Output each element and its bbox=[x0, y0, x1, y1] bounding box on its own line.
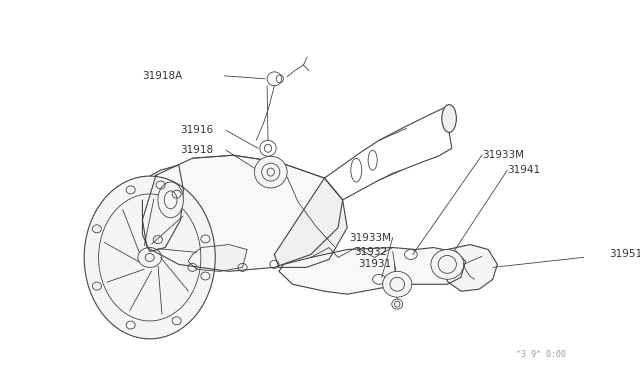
Polygon shape bbox=[447, 244, 497, 291]
Text: 31918: 31918 bbox=[180, 145, 213, 155]
Ellipse shape bbox=[442, 105, 456, 132]
Polygon shape bbox=[143, 155, 342, 271]
Ellipse shape bbox=[254, 156, 287, 188]
Text: 31932: 31932 bbox=[355, 247, 388, 257]
Text: 31933M: 31933M bbox=[349, 232, 391, 243]
Polygon shape bbox=[275, 178, 347, 267]
Text: 31941: 31941 bbox=[508, 165, 540, 175]
Text: ^3 9^ 0:00: ^3 9^ 0:00 bbox=[516, 350, 566, 359]
Text: 31931: 31931 bbox=[358, 259, 391, 269]
Text: 31933M: 31933M bbox=[482, 150, 524, 160]
Polygon shape bbox=[188, 244, 247, 271]
Text: 31918A: 31918A bbox=[143, 71, 182, 81]
Text: 31916: 31916 bbox=[180, 125, 213, 135]
Polygon shape bbox=[279, 247, 465, 294]
Text: 31951: 31951 bbox=[609, 250, 640, 260]
Ellipse shape bbox=[431, 250, 463, 279]
Ellipse shape bbox=[84, 176, 215, 339]
Ellipse shape bbox=[383, 271, 412, 297]
Ellipse shape bbox=[158, 182, 184, 218]
